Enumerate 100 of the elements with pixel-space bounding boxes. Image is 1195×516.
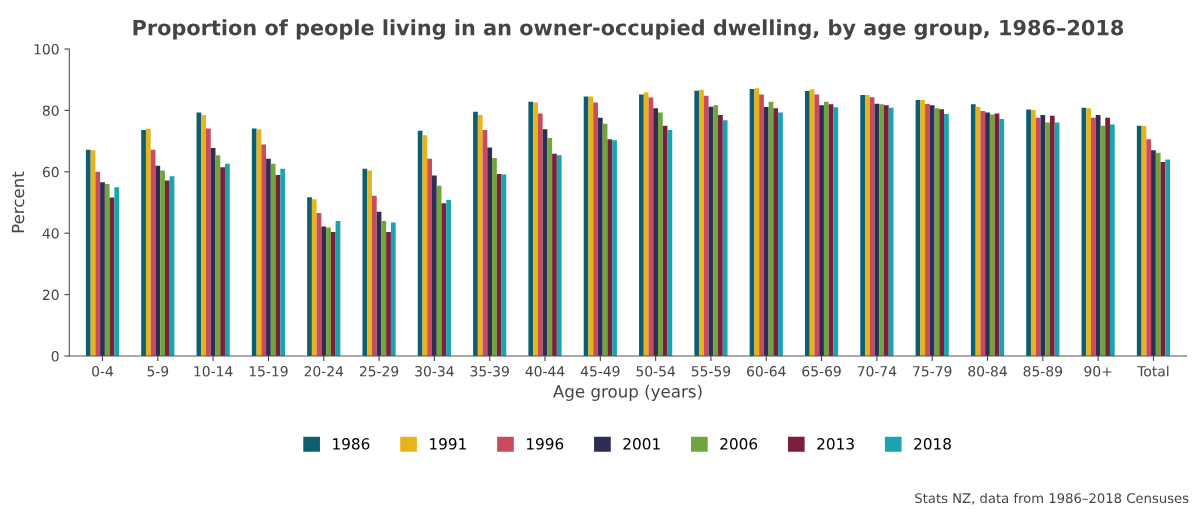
bar xyxy=(201,115,207,357)
bar xyxy=(833,107,839,357)
bar xyxy=(487,147,493,357)
bar xyxy=(713,105,719,357)
bar xyxy=(814,94,820,357)
x-tick-label: 15-19 xyxy=(249,366,288,377)
legend-label: 2006 xyxy=(720,438,758,450)
bar xyxy=(607,139,613,357)
bar xyxy=(220,167,225,357)
bar xyxy=(722,120,728,357)
bar xyxy=(999,119,1005,357)
x-tick-label: 85-89 xyxy=(1023,366,1063,377)
bar xyxy=(773,108,779,357)
bar xyxy=(496,173,502,357)
bar xyxy=(823,101,829,357)
bar xyxy=(989,114,995,357)
chart-title: Proportion of people living in an owner-occupied dwelling, by age group, 1986–2018 xyxy=(133,19,1124,40)
bar xyxy=(699,89,704,357)
bar xyxy=(869,97,875,357)
bar xyxy=(778,112,783,357)
bar xyxy=(759,94,764,357)
bar xyxy=(206,128,211,357)
bar xyxy=(944,114,949,357)
bar xyxy=(311,199,317,357)
bar xyxy=(667,130,673,357)
bar xyxy=(879,104,884,357)
y-tick-label: 100 xyxy=(34,43,59,55)
bar xyxy=(718,115,723,357)
x-tick-label: 0-4 xyxy=(92,366,114,377)
x-tick-label: 10-14 xyxy=(194,366,233,377)
bar xyxy=(985,112,990,357)
bar xyxy=(114,187,120,357)
legend-label: 1991 xyxy=(430,438,466,450)
bar xyxy=(547,138,553,357)
x-tick-label: 70-74 xyxy=(857,366,897,377)
bar xyxy=(804,91,810,357)
bar xyxy=(104,184,110,357)
bar xyxy=(552,153,557,357)
x-tick-label: 80-84 xyxy=(968,366,1007,377)
bar xyxy=(417,130,423,357)
bar xyxy=(653,108,658,357)
bar xyxy=(362,168,368,357)
bar xyxy=(929,105,935,357)
bar xyxy=(432,175,437,357)
bar xyxy=(446,200,451,357)
bar xyxy=(261,144,267,357)
bar xyxy=(85,149,91,357)
bar xyxy=(819,105,824,357)
bar xyxy=(145,128,151,357)
bar xyxy=(658,112,663,357)
bar xyxy=(1026,109,1031,357)
bar xyxy=(477,115,483,357)
bar xyxy=(597,117,603,357)
bar xyxy=(367,170,372,357)
bar xyxy=(763,107,769,357)
legend-label: 1986 xyxy=(333,438,370,450)
bar xyxy=(251,128,257,357)
bar xyxy=(164,180,170,357)
bar xyxy=(593,102,598,357)
x-tick-label: 40-44 xyxy=(525,366,565,377)
bar xyxy=(266,158,271,357)
bar xyxy=(100,182,105,357)
x-tick-label: 25-29 xyxy=(359,366,399,377)
bar xyxy=(860,95,866,357)
bar xyxy=(694,90,700,357)
x-tick-label: 20-24 xyxy=(304,366,344,377)
y-tick-label: 60 xyxy=(42,166,59,178)
bar xyxy=(920,99,926,357)
bar xyxy=(939,109,945,357)
bar xyxy=(1030,110,1036,357)
text: Stats NZ, data from 1986–2018 Censuses xyxy=(915,492,1189,505)
bar xyxy=(215,155,221,357)
y-axis-title: Percent xyxy=(11,171,25,233)
x-tick-label: 55-59 xyxy=(691,366,731,377)
x-tick-label: 30-34 xyxy=(415,366,454,377)
bar xyxy=(270,163,276,357)
bar xyxy=(865,95,870,357)
bar xyxy=(321,226,327,357)
bar xyxy=(1040,115,1046,357)
bar xyxy=(883,105,889,357)
bar xyxy=(1045,122,1050,357)
x-tick-label: Total xyxy=(1137,365,1169,377)
x-tick-label: 45-49 xyxy=(580,366,620,377)
bar xyxy=(1151,150,1156,357)
x-tick-label: 35-39 xyxy=(470,366,509,377)
bar xyxy=(95,171,101,357)
bar xyxy=(1136,125,1142,357)
x-tick-label: 75-79 xyxy=(913,366,952,377)
bar xyxy=(224,163,230,357)
bar xyxy=(155,165,161,357)
bar xyxy=(1105,117,1110,357)
bar xyxy=(492,158,497,357)
bar xyxy=(330,232,336,357)
bar xyxy=(1146,139,1152,357)
bar xyxy=(390,222,396,357)
bar xyxy=(556,155,562,357)
bar xyxy=(1165,159,1171,357)
y-tick-label: 40 xyxy=(42,228,59,239)
bar xyxy=(980,111,986,357)
bar xyxy=(441,203,447,357)
